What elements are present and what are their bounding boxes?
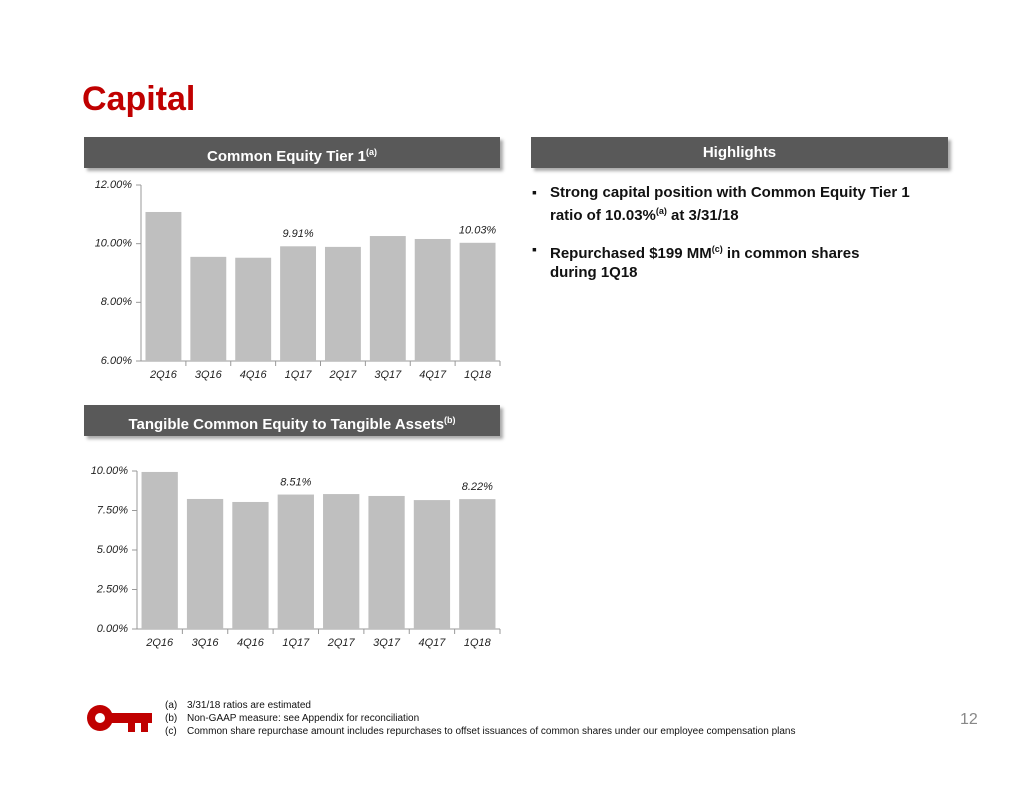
y-tick-label: 2.50% (96, 583, 128, 595)
bar (323, 494, 360, 629)
bullet: Strong capital position with Common Equi… (532, 183, 910, 225)
bar (368, 495, 405, 629)
footnote-marker: (b) (165, 713, 178, 724)
logo (87, 705, 152, 732)
x-tick-label: 2Q16 (145, 637, 174, 649)
chart-header: Common Equity Tier 1(a) (84, 137, 500, 168)
x-tick-label: 1Q17 (282, 637, 310, 649)
bar (235, 257, 272, 361)
y-tick-label: 5.00% (97, 544, 128, 556)
bullet-text: Repurchased $199 MM (550, 245, 712, 262)
bar (190, 256, 227, 361)
bar (369, 236, 406, 361)
bullet-text: Strong capital position with Common Equi… (550, 184, 910, 224)
footnote-text: Common share repurchase amount includes … (187, 726, 796, 737)
x-tick-label: 4Q16 (237, 637, 265, 649)
x-tick-label: 4Q16 (240, 369, 268, 381)
y-tick-label: 6.00% (101, 355, 132, 367)
bullet-text: in common shares during 1Q18 (550, 245, 860, 281)
footnote-ref: (b) (444, 415, 456, 425)
bar (186, 498, 224, 629)
footnote-ref: (a) (655, 206, 667, 216)
chart-title: Common Equity Tier 1 (207, 148, 366, 165)
bar (232, 501, 269, 629)
header-text: Highlights (702, 144, 777, 161)
bar (413, 500, 451, 629)
bar (414, 238, 451, 361)
bullet: Repurchased $199 MM(c) in common shares … (532, 240, 910, 282)
bar (145, 211, 182, 361)
data-label: 10.03% (459, 225, 497, 237)
slide-title: Capital (82, 80, 196, 118)
x-tick-label: 3Q17 (374, 369, 402, 381)
footnote-marker: (a) (165, 700, 178, 711)
bar (141, 471, 178, 629)
y-tick-label: 10.00% (91, 465, 129, 477)
x-tick-label: 2Q16 (149, 369, 178, 381)
x-tick-label: 3Q16 (195, 369, 223, 381)
footnote: (a) 3/31/18 ratios are estimated (165, 700, 311, 711)
x-tick-label: 2Q17 (328, 369, 357, 381)
highlights-header: Highlights (531, 137, 948, 168)
footnote-text: Non-GAAP measure: see Appendix for recon… (187, 713, 420, 724)
x-tick-label: 3Q16 (192, 637, 220, 649)
x-tick-label: 2Q17 (327, 637, 356, 649)
footnote-text: 3/31/18 ratios are estimated (187, 700, 311, 711)
x-tick-label: 4Q17 (419, 369, 447, 381)
y-tick-label: 7.50% (97, 504, 128, 516)
data-label: 8.51% (280, 476, 311, 488)
footnote-ref: (c) (711, 244, 723, 254)
bar (459, 499, 496, 629)
y-tick-label: 8.00% (101, 296, 132, 308)
data-label: 8.22% (462, 481, 493, 493)
bar (280, 246, 317, 361)
bullet-text: at 3/31/18 (666, 207, 739, 224)
data-label: 9.91% (282, 228, 313, 240)
x-tick-label: 1Q17 (285, 369, 313, 381)
x-tick-label: 4Q17 (418, 637, 446, 649)
y-tick-label: 10.00% (95, 238, 133, 250)
footnote: (b) Non-GAAP measure: see Appendix for re… (165, 713, 419, 724)
x-tick-label: 1Q18 (464, 369, 492, 381)
chart-header: Tangible Common Equity to Tangible Asset… (84, 405, 500, 436)
bar (277, 494, 314, 629)
y-tick-label: 0.00% (97, 623, 128, 635)
page-number: 12 (960, 711, 978, 728)
x-tick-label: 3Q17 (373, 637, 401, 649)
bar (324, 246, 361, 361)
x-tick-label: 1Q18 (464, 637, 492, 649)
footnote-marker: (c) (165, 726, 177, 737)
bar (459, 242, 496, 361)
y-tick-label: 12.00% (95, 179, 133, 191)
footnote: (c) Common share repurchase amount includ… (165, 726, 795, 737)
chart-title: Tangible Common Equity to Tangible Asset… (128, 416, 445, 433)
footnote-ref: (a) (365, 147, 377, 157)
